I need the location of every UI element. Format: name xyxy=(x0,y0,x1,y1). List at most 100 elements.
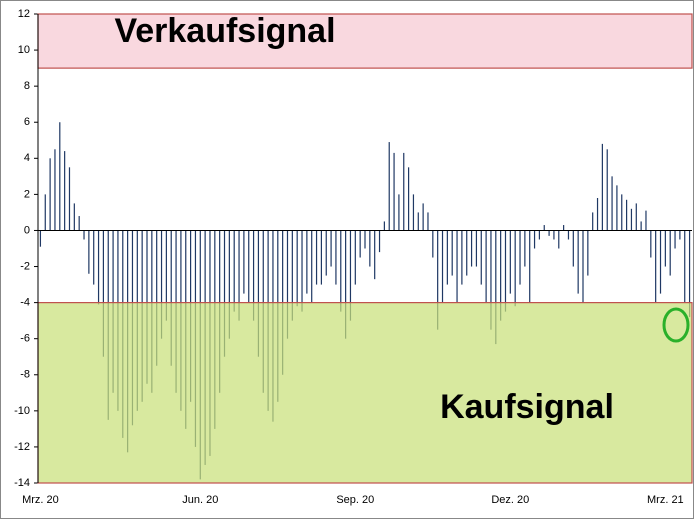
bar xyxy=(490,230,492,330)
bar xyxy=(223,230,226,357)
bar xyxy=(364,230,366,249)
bar xyxy=(548,230,550,236)
bar xyxy=(417,212,419,231)
bar xyxy=(49,158,51,231)
bar xyxy=(437,230,439,330)
highlight-circle xyxy=(662,307,690,343)
bar xyxy=(514,230,516,307)
bar xyxy=(228,230,230,339)
bar xyxy=(102,230,104,357)
bar xyxy=(257,230,260,357)
bar xyxy=(495,230,497,345)
bar xyxy=(567,230,570,240)
bar xyxy=(451,230,453,276)
bar xyxy=(558,230,560,249)
y-tick-label: -10 xyxy=(14,405,30,417)
y-tick-label: 10 xyxy=(18,44,30,56)
bar xyxy=(320,230,322,285)
x-tick-label: Jun. 20 xyxy=(182,494,218,506)
bar xyxy=(504,230,507,312)
bar xyxy=(383,221,385,231)
bar xyxy=(39,230,42,247)
bar xyxy=(596,197,599,231)
bar xyxy=(485,230,487,303)
bar xyxy=(238,230,240,321)
bar xyxy=(669,230,671,276)
y-tick-label: 12 xyxy=(18,8,30,20)
bar xyxy=(378,230,381,253)
bar xyxy=(301,230,303,312)
bar xyxy=(587,230,589,276)
bar xyxy=(97,230,100,305)
bar xyxy=(529,230,531,303)
signal-band xyxy=(37,13,693,69)
y-tick-label: 6 xyxy=(24,116,30,128)
x-tick-label: Mrz. 21 xyxy=(647,494,684,506)
bar xyxy=(659,230,662,294)
bar xyxy=(664,230,666,267)
bar xyxy=(170,230,172,366)
bar xyxy=(524,230,526,267)
bar xyxy=(563,225,565,231)
bar xyxy=(432,230,434,258)
y-tick-label: -2 xyxy=(20,260,30,272)
bar xyxy=(635,203,637,231)
y-tick-label: 4 xyxy=(24,152,30,164)
bar xyxy=(374,230,376,280)
bar xyxy=(441,230,444,303)
bar xyxy=(582,230,584,303)
bar xyxy=(655,230,657,303)
bar xyxy=(422,203,424,231)
bar xyxy=(156,230,158,366)
bar xyxy=(345,230,347,339)
bar xyxy=(606,149,608,231)
bar xyxy=(78,216,80,231)
bar xyxy=(509,230,511,294)
bar xyxy=(688,230,691,318)
bar xyxy=(412,194,415,231)
y-tick-label: -4 xyxy=(20,297,30,309)
bar xyxy=(340,230,342,312)
bar xyxy=(684,230,686,303)
bar xyxy=(311,230,313,303)
bar xyxy=(233,230,235,312)
bar xyxy=(572,230,574,267)
bar xyxy=(330,230,332,267)
bar xyxy=(601,143,603,231)
y-tick-label: -6 xyxy=(20,333,30,345)
bar xyxy=(398,194,400,231)
bar xyxy=(44,194,46,231)
bar xyxy=(674,230,676,249)
bar xyxy=(88,230,90,274)
bar xyxy=(466,230,468,276)
bar xyxy=(354,230,356,285)
bar xyxy=(500,230,502,321)
x-tick-label: Dez. 20 xyxy=(491,494,529,506)
bar xyxy=(456,230,458,303)
bar xyxy=(252,230,255,321)
bar xyxy=(475,230,478,267)
bar xyxy=(446,230,448,285)
bar xyxy=(626,199,628,231)
bar xyxy=(369,230,371,267)
bar xyxy=(461,230,463,285)
bar xyxy=(315,230,318,285)
x-tick-label: Sep. 20 xyxy=(336,494,374,506)
bar xyxy=(621,194,623,231)
band-label: Kaufsignal xyxy=(440,388,614,426)
bar xyxy=(349,230,352,321)
bar xyxy=(388,142,390,231)
y-tick-label: 0 xyxy=(24,224,30,236)
y-tick-label: 2 xyxy=(24,188,30,200)
bar xyxy=(93,230,95,285)
bar xyxy=(577,230,579,294)
bar xyxy=(403,152,405,231)
bar xyxy=(286,230,289,339)
bar xyxy=(165,230,167,321)
bar xyxy=(296,230,298,307)
bar xyxy=(335,230,337,285)
bar xyxy=(533,230,536,249)
bar xyxy=(543,225,545,231)
y-tick-label: 8 xyxy=(24,80,30,92)
